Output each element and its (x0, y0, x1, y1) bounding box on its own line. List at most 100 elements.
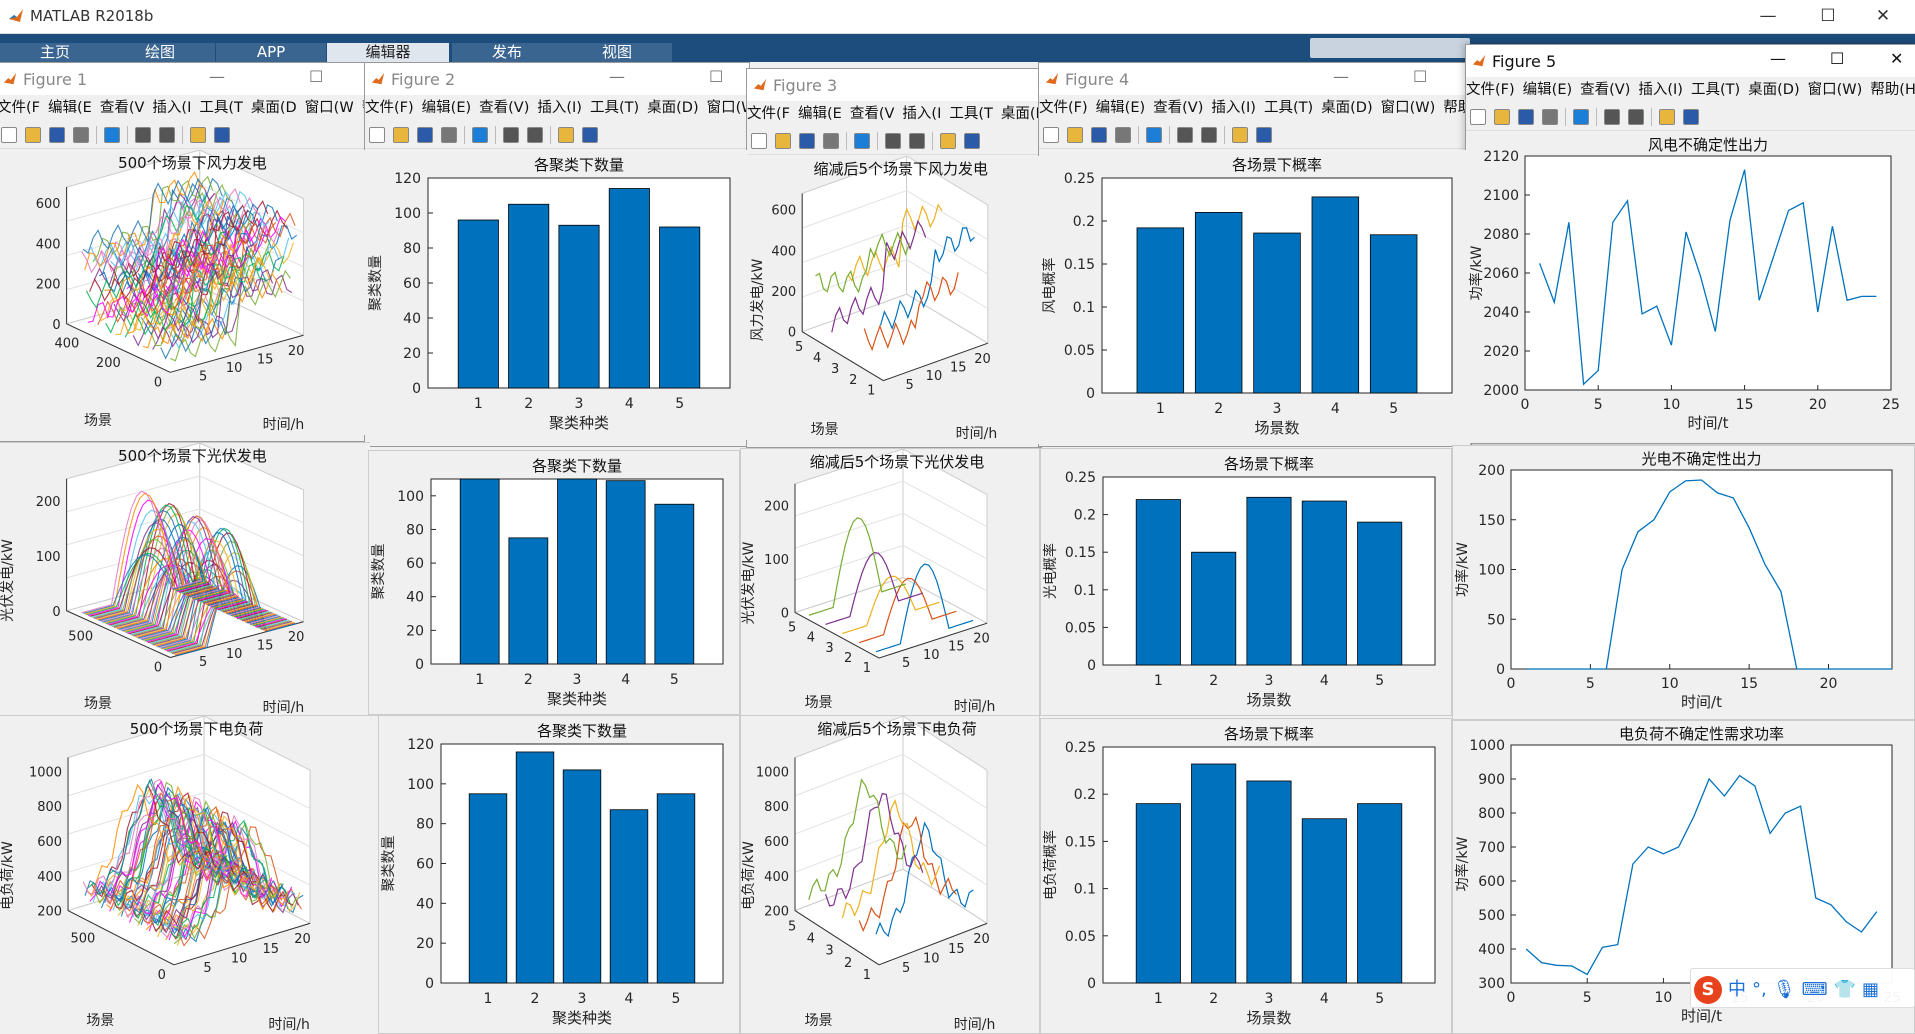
minimize-button[interactable]: — (1759, 6, 1777, 26)
print-icon[interactable] (1115, 127, 1131, 143)
print-icon[interactable] (441, 127, 457, 143)
print-icon[interactable] (1542, 109, 1558, 125)
menu-item[interactable]: 编辑(E) (421, 100, 472, 116)
legend-icon[interactable] (159, 127, 175, 143)
browser-icon[interactable] (1256, 127, 1272, 143)
save-icon[interactable] (49, 127, 65, 143)
menu-item[interactable]: 桌面(D) (1321, 100, 1373, 116)
new-icon[interactable] (1, 127, 17, 143)
menu-item[interactable]: 编辑(E) (1522, 82, 1573, 98)
maximize-button[interactable]: ☐ (1413, 67, 1428, 86)
menu-item[interactable]: 查看(V) (1153, 100, 1204, 116)
menu-item[interactable]: 窗口(W) (1807, 82, 1863, 98)
maximize-button[interactable]: ☐ (709, 67, 724, 86)
menu-item[interactable]: 桌面(D) (647, 100, 699, 116)
print-icon[interactable] (73, 127, 89, 143)
tab-editor[interactable]: 编辑器 (327, 43, 449, 62)
open-icon[interactable] (25, 127, 41, 143)
pointer-icon[interactable] (190, 127, 206, 143)
save-icon[interactable] (1518, 109, 1534, 125)
menu-item[interactable]: 查看(V) (479, 100, 530, 116)
open-icon[interactable] (1067, 127, 1083, 143)
menu-item[interactable]: 工具(T) (1263, 100, 1314, 116)
ime-toolbar[interactable]: S 中 °, 🎙 ⌨ 👕 ▦ (1690, 968, 1915, 1008)
menu-item[interactable]: 帮助(H) (1870, 82, 1915, 98)
shirt-icon[interactable]: 👕 (1833, 979, 1856, 1000)
tab-apps[interactable]: APP (216, 43, 326, 62)
menu-item[interactable]: 查看(V (99, 100, 145, 116)
menu-item[interactable]: 桌面(D (1000, 106, 1041, 122)
close-button[interactable]: ✕ (1890, 49, 1904, 68)
save-icon[interactable] (799, 133, 815, 149)
close-button[interactable]: ✕ (1875, 6, 1891, 26)
legend-icon[interactable] (527, 127, 543, 143)
menu-item[interactable]: 编辑(E (798, 106, 842, 122)
maximize-button[interactable]: ☐ (309, 67, 324, 86)
colorbar-icon[interactable] (885, 133, 901, 149)
colorbar-icon[interactable] (135, 127, 151, 143)
tab-plots[interactable]: 绘图 (105, 43, 215, 62)
pointer-icon[interactable] (940, 133, 956, 149)
menu-item[interactable]: 文件(F (747, 106, 790, 122)
save-icon[interactable] (1091, 127, 1107, 143)
menu-item[interactable]: 工具(T (199, 100, 243, 116)
new-icon[interactable] (751, 133, 767, 149)
menu-item[interactable]: 插入(I) (1211, 100, 1256, 116)
menu-item[interactable]: 插入(I) (1638, 82, 1683, 98)
menu-item[interactable]: 插入(I (152, 100, 192, 116)
menu-item[interactable]: 帮助 (1443, 100, 1472, 116)
menu-item[interactable]: 文件(F) (1466, 82, 1515, 98)
open-icon[interactable] (1494, 109, 1510, 125)
browser-icon[interactable] (964, 133, 980, 149)
pointer-icon[interactable] (1232, 127, 1248, 143)
colorbar-icon[interactable] (503, 127, 519, 143)
maximize-button[interactable]: ☐ (1820, 6, 1836, 26)
pointer-icon[interactable] (1659, 109, 1675, 125)
menu-item[interactable]: 插入(I) (537, 100, 582, 116)
menu-item[interactable]: 工具(T (949, 106, 993, 122)
menu-item[interactable]: 编辑(E (48, 100, 92, 116)
legend-icon[interactable] (1628, 109, 1644, 125)
sogou-logo-icon[interactable]: S (1694, 976, 1722, 1004)
open-icon[interactable] (775, 133, 791, 149)
link-icon[interactable] (1573, 109, 1589, 125)
link-icon[interactable] (1146, 127, 1162, 143)
quick-access-toolbar[interactable] (1310, 38, 1470, 58)
tab-publish[interactable]: 发布 (452, 43, 562, 62)
minimize-button[interactable]: — (209, 67, 225, 86)
menu-item[interactable]: 工具(T) (589, 100, 640, 116)
link-icon[interactable] (104, 127, 120, 143)
open-icon[interactable] (393, 127, 409, 143)
tab-home[interactable]: 主页 (0, 43, 110, 62)
menu-item[interactable]: 编辑(E) (1095, 100, 1146, 116)
menu-item[interactable]: 窗口(W (304, 100, 354, 116)
menu-item[interactable]: 桌面(D (250, 100, 297, 116)
pointer-icon[interactable] (558, 127, 574, 143)
ime-chinese-mode[interactable]: 中 (1728, 979, 1746, 1000)
new-icon[interactable] (1043, 127, 1059, 143)
link-icon[interactable] (472, 127, 488, 143)
menu-item[interactable]: 文件(F) (1039, 100, 1088, 116)
legend-icon[interactable] (909, 133, 925, 149)
keyboard-icon[interactable]: ⌨ (1801, 979, 1828, 1000)
mic-icon[interactable]: 🎙 (1772, 979, 1796, 1000)
legend-icon[interactable] (1201, 127, 1217, 143)
menu-item[interactable]: 查看(V) (1580, 82, 1631, 98)
print-icon[interactable] (823, 133, 839, 149)
ime-punctuation[interactable]: °, (1752, 979, 1767, 1000)
tab-view[interactable]: 视图 (562, 43, 672, 62)
colorbar-icon[interactable] (1177, 127, 1193, 143)
menu-item[interactable]: 文件(F) (365, 100, 414, 116)
grid-icon[interactable]: ▦ (1862, 979, 1880, 1000)
minimize-button[interactable]: — (609, 67, 625, 86)
save-icon[interactable] (417, 127, 433, 143)
new-icon[interactable] (1470, 109, 1486, 125)
maximize-button[interactable]: ☐ (1830, 49, 1845, 68)
menu-item[interactable]: 工具(T) (1690, 82, 1741, 98)
menu-item[interactable]: 窗口(W) (706, 100, 749, 116)
minimize-button[interactable]: — (1333, 67, 1349, 86)
menu-item[interactable]: 文件(F (0, 100, 40, 116)
menu-item[interactable]: 桌面(D) (1748, 82, 1800, 98)
browser-icon[interactable] (1683, 109, 1699, 125)
colorbar-icon[interactable] (1604, 109, 1620, 125)
